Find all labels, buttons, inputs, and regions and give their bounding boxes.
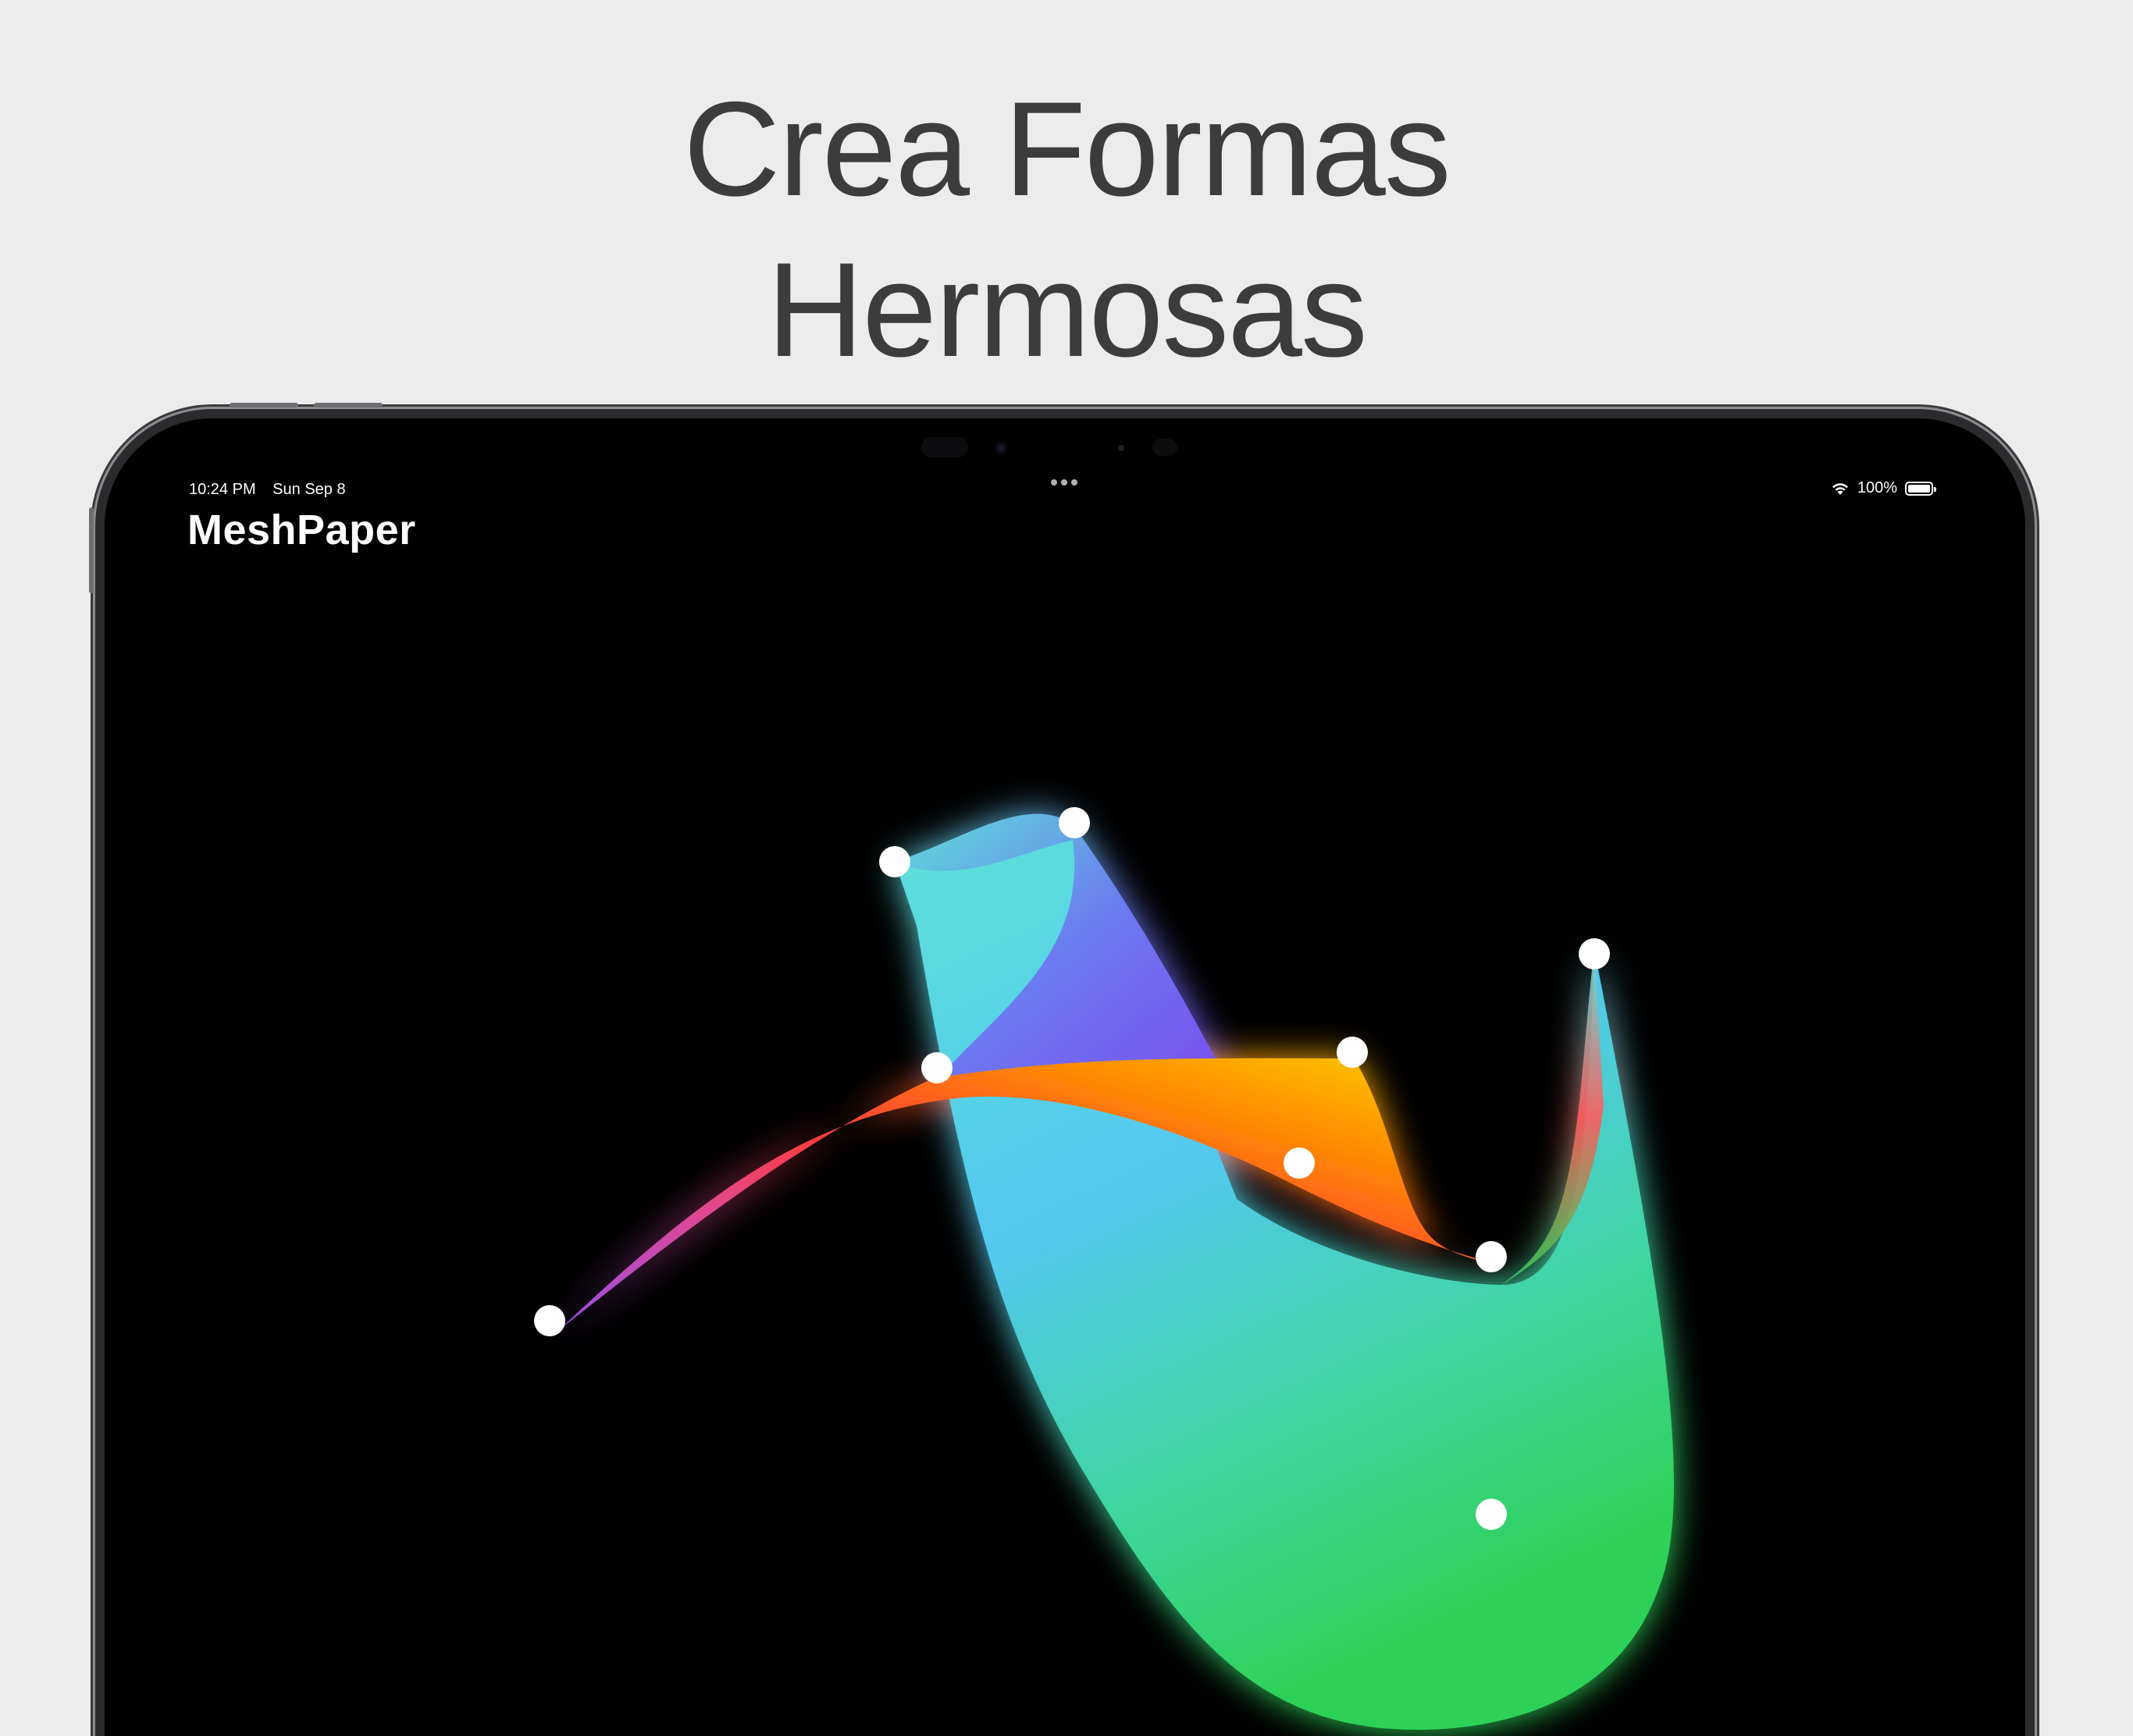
headline-line-1: Crea Formas [683,74,1451,224]
control-point[interactable] [1579,938,1610,969]
status-date: Sun Sep 8 [272,481,346,498]
top-button-1 [230,403,298,407]
side-button [89,507,94,593]
status-bar-right: 100% [1831,479,1936,497]
control-point[interactable] [1476,1499,1507,1530]
control-point[interactable] [1284,1147,1315,1179]
headline-line-2: Hermosas [767,235,1368,385]
sensor-pill-right [1152,439,1177,456]
mesh-ribbon [559,1058,1502,1330]
battery-icon [1905,481,1936,496]
wifi-icon [1832,482,1848,495]
control-point[interactable] [921,1052,953,1083]
headline: Crea Formas Hermosas [0,69,2133,390]
control-point[interactable] [1476,1241,1507,1272]
multitasking-menu-icon[interactable] [1051,479,1077,486]
sensor-pill-left [921,437,968,457]
control-point[interactable] [1059,807,1090,838]
control-points[interactable] [534,807,1610,1530]
control-point[interactable] [879,846,910,877]
battery-percent: 100% [1857,479,1897,496]
front-camera [995,442,1007,454]
mesh-main-body [895,820,1674,1730]
app-title: MeshPaper [187,507,416,553]
ipad-device-frame: 10:24 PM Sun Sep 8 100% MeshPaper [89,403,2035,1736]
top-button-2 [314,403,383,407]
status-bar-left: 10:24 PM Sun Sep 8 [189,481,358,499]
screen: 10:24 PM Sun Sep 8 100% MeshPaper [105,418,2025,1736]
control-point[interactable] [534,1305,565,1336]
status-time: 10:24 PM [189,481,256,498]
mesh-top-fold [895,813,1229,1086]
mesh-shape[interactable] [559,813,1674,1730]
sensor-dot [1118,445,1124,451]
mesh-right-spike [1502,949,1604,1285]
mesh-canvas[interactable] [105,418,2025,1736]
control-point[interactable] [1337,1037,1368,1068]
